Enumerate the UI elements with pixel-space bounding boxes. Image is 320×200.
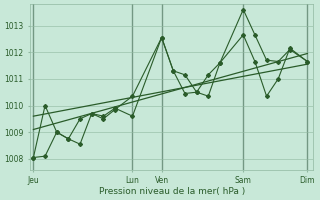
X-axis label: Pression niveau de la mer( hPa ): Pression niveau de la mer( hPa ) — [99, 187, 245, 196]
